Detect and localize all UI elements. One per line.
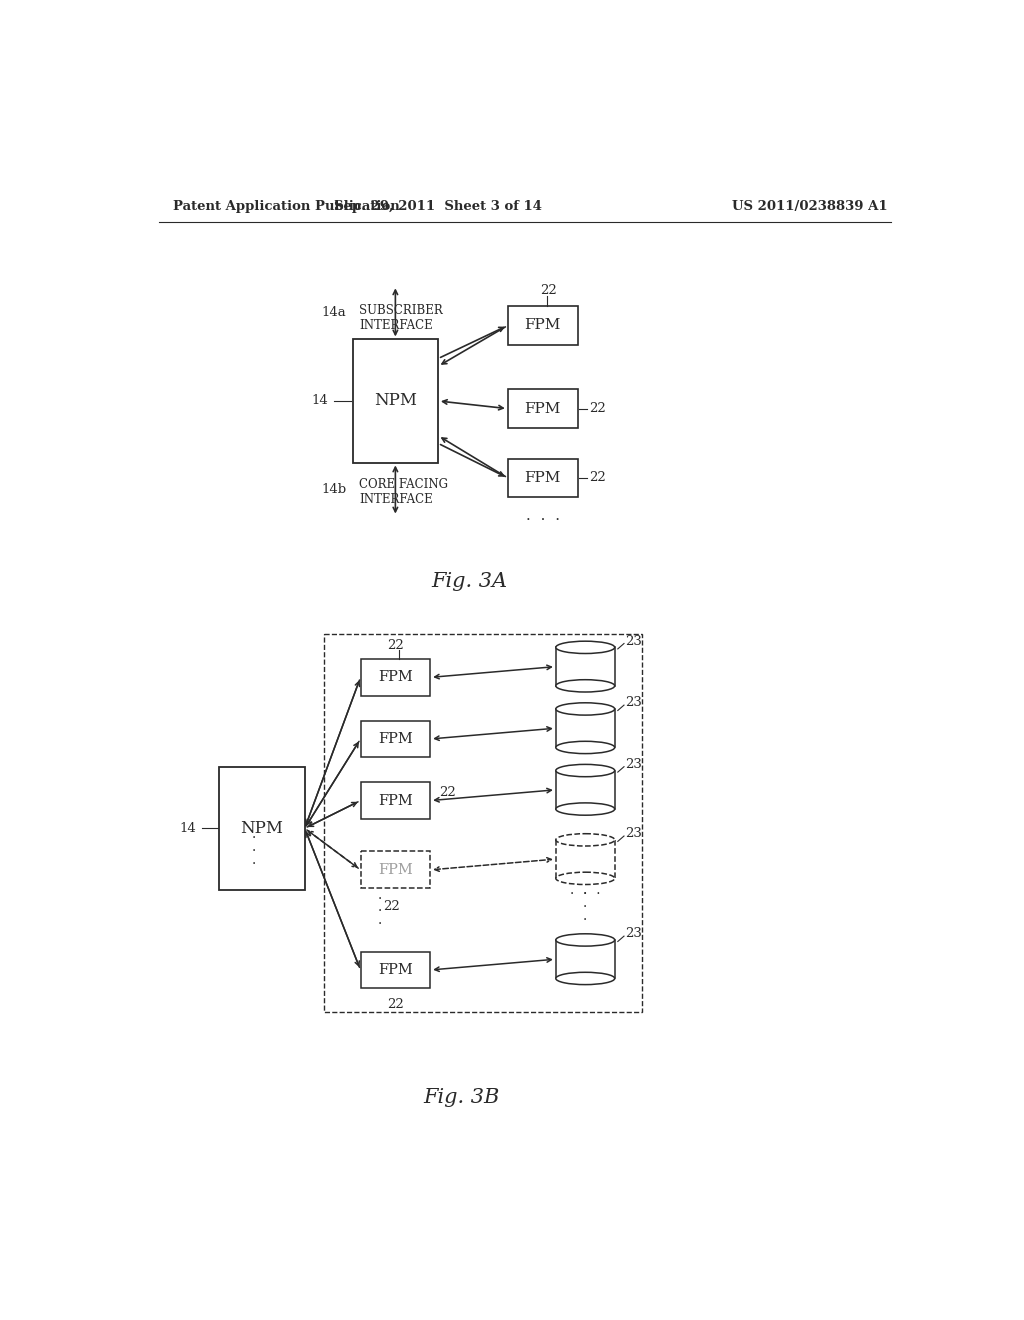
Text: 23: 23 xyxy=(626,696,642,709)
Ellipse shape xyxy=(556,742,614,754)
Text: 14a: 14a xyxy=(322,306,346,319)
Text: 22: 22 xyxy=(589,403,606,416)
Text: ·  ·  ·: · · · xyxy=(570,887,600,900)
Text: 14b: 14b xyxy=(322,483,346,496)
Bar xyxy=(360,781,430,818)
Text: FPM: FPM xyxy=(524,471,561,484)
Text: 22: 22 xyxy=(387,639,403,652)
Text: 22: 22 xyxy=(387,998,403,1011)
Text: Sep. 29, 2011  Sheet 3 of 14: Sep. 29, 2011 Sheet 3 of 14 xyxy=(334,199,542,213)
Bar xyxy=(556,940,614,978)
Ellipse shape xyxy=(556,973,614,985)
Bar xyxy=(508,459,578,498)
Bar xyxy=(508,389,578,428)
Text: ·
·
·: · · · xyxy=(378,891,382,932)
Ellipse shape xyxy=(556,933,614,946)
Text: FPM: FPM xyxy=(378,863,413,876)
Bar xyxy=(556,709,614,747)
Ellipse shape xyxy=(556,873,614,884)
Bar xyxy=(556,771,614,809)
Text: 22: 22 xyxy=(439,787,457,800)
Text: 22: 22 xyxy=(383,900,400,913)
Text: FPM: FPM xyxy=(378,793,413,808)
Bar xyxy=(508,306,578,345)
Text: SUBSCRIBER
INTERFACE: SUBSCRIBER INTERFACE xyxy=(359,304,442,331)
Text: Patent Application Publication: Patent Application Publication xyxy=(173,199,399,213)
Bar xyxy=(360,952,430,989)
Text: CORE FACING
INTERFACE: CORE FACING INTERFACE xyxy=(359,478,447,506)
Text: NPM: NPM xyxy=(241,820,284,837)
Text: 14: 14 xyxy=(311,395,328,408)
Text: FPM: FPM xyxy=(524,401,561,416)
Text: 22: 22 xyxy=(541,284,557,297)
Ellipse shape xyxy=(556,803,614,816)
Bar xyxy=(556,647,614,686)
Ellipse shape xyxy=(556,702,614,715)
Text: NPM: NPM xyxy=(374,392,417,409)
Ellipse shape xyxy=(556,764,614,776)
Text: 23: 23 xyxy=(626,758,642,771)
Ellipse shape xyxy=(556,834,614,846)
Bar xyxy=(219,767,305,890)
Bar xyxy=(352,339,438,462)
Text: 22: 22 xyxy=(589,471,606,484)
Text: FPM: FPM xyxy=(524,318,561,333)
Text: FPM: FPM xyxy=(378,733,413,746)
Text: ·
·
·: · · · xyxy=(583,887,588,927)
Text: 23: 23 xyxy=(626,635,642,648)
Text: FPM: FPM xyxy=(378,671,413,684)
Text: 23: 23 xyxy=(626,828,642,841)
Bar xyxy=(324,635,642,1011)
Bar xyxy=(360,851,430,888)
Text: 14: 14 xyxy=(179,822,197,834)
Ellipse shape xyxy=(556,680,614,692)
Bar xyxy=(360,659,430,696)
Bar xyxy=(360,721,430,758)
Text: ·
·
·: · · · xyxy=(252,832,257,871)
Ellipse shape xyxy=(556,642,614,653)
Text: ·  ·  ·: · · · xyxy=(525,513,560,527)
Bar xyxy=(556,840,614,878)
Text: Fig. 3B: Fig. 3B xyxy=(423,1088,500,1107)
Text: 23: 23 xyxy=(626,927,642,940)
Text: FPM: FPM xyxy=(378,964,413,977)
Text: Fig. 3A: Fig. 3A xyxy=(431,573,507,591)
Text: US 2011/0238839 A1: US 2011/0238839 A1 xyxy=(732,199,888,213)
